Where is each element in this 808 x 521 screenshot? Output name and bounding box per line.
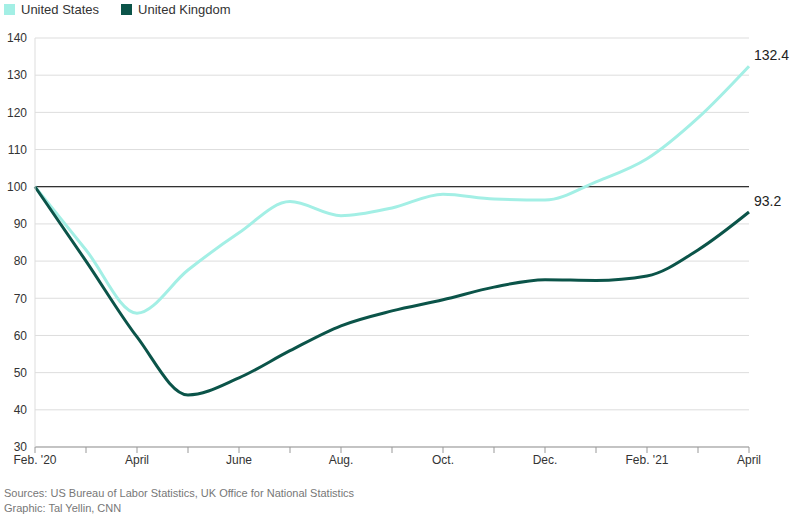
html-text:United Kingdom: United Kingdom [138,2,231,17]
svg-text:40: 40 [14,403,28,417]
svg-text:Oct.: Oct. [432,453,454,467]
svg-text:Feb. '20: Feb. '20 [14,453,57,467]
svg-text:April: April [737,453,761,467]
svg-text:70: 70 [14,292,28,306]
svg-text:Dec.: Dec. [533,453,558,467]
html-text:Graphic: Tal Yellin, CNN: Graphic: Tal Yellin, CNN [4,502,122,514]
svg-text:30: 30 [14,440,28,454]
svg-text:50: 50 [14,366,28,380]
svg-text:Aug.: Aug. [329,453,354,467]
svg-text:93.2: 93.2 [754,193,781,209]
html-text:Sources: US Bureau of Labor St: Sources: US Bureau of Labor Statistics, … [4,487,355,499]
svg-text:140: 140 [8,31,27,45]
svg-text:130: 130 [8,68,27,82]
html-text:United States: United States [21,2,99,17]
svg-text:100: 100 [8,180,27,194]
svg-text:60: 60 [14,329,28,343]
svg-text:120: 120 [8,106,27,120]
svg-text:Feb. '21: Feb. '21 [626,453,669,467]
svg-text:April: April [125,453,149,467]
svg-text:June: June [226,453,252,467]
svg-text:90: 90 [14,217,28,231]
svg-text:80: 80 [14,254,28,268]
svg-text:110: 110 [8,143,27,157]
svg-text:132.4: 132.4 [754,47,789,63]
